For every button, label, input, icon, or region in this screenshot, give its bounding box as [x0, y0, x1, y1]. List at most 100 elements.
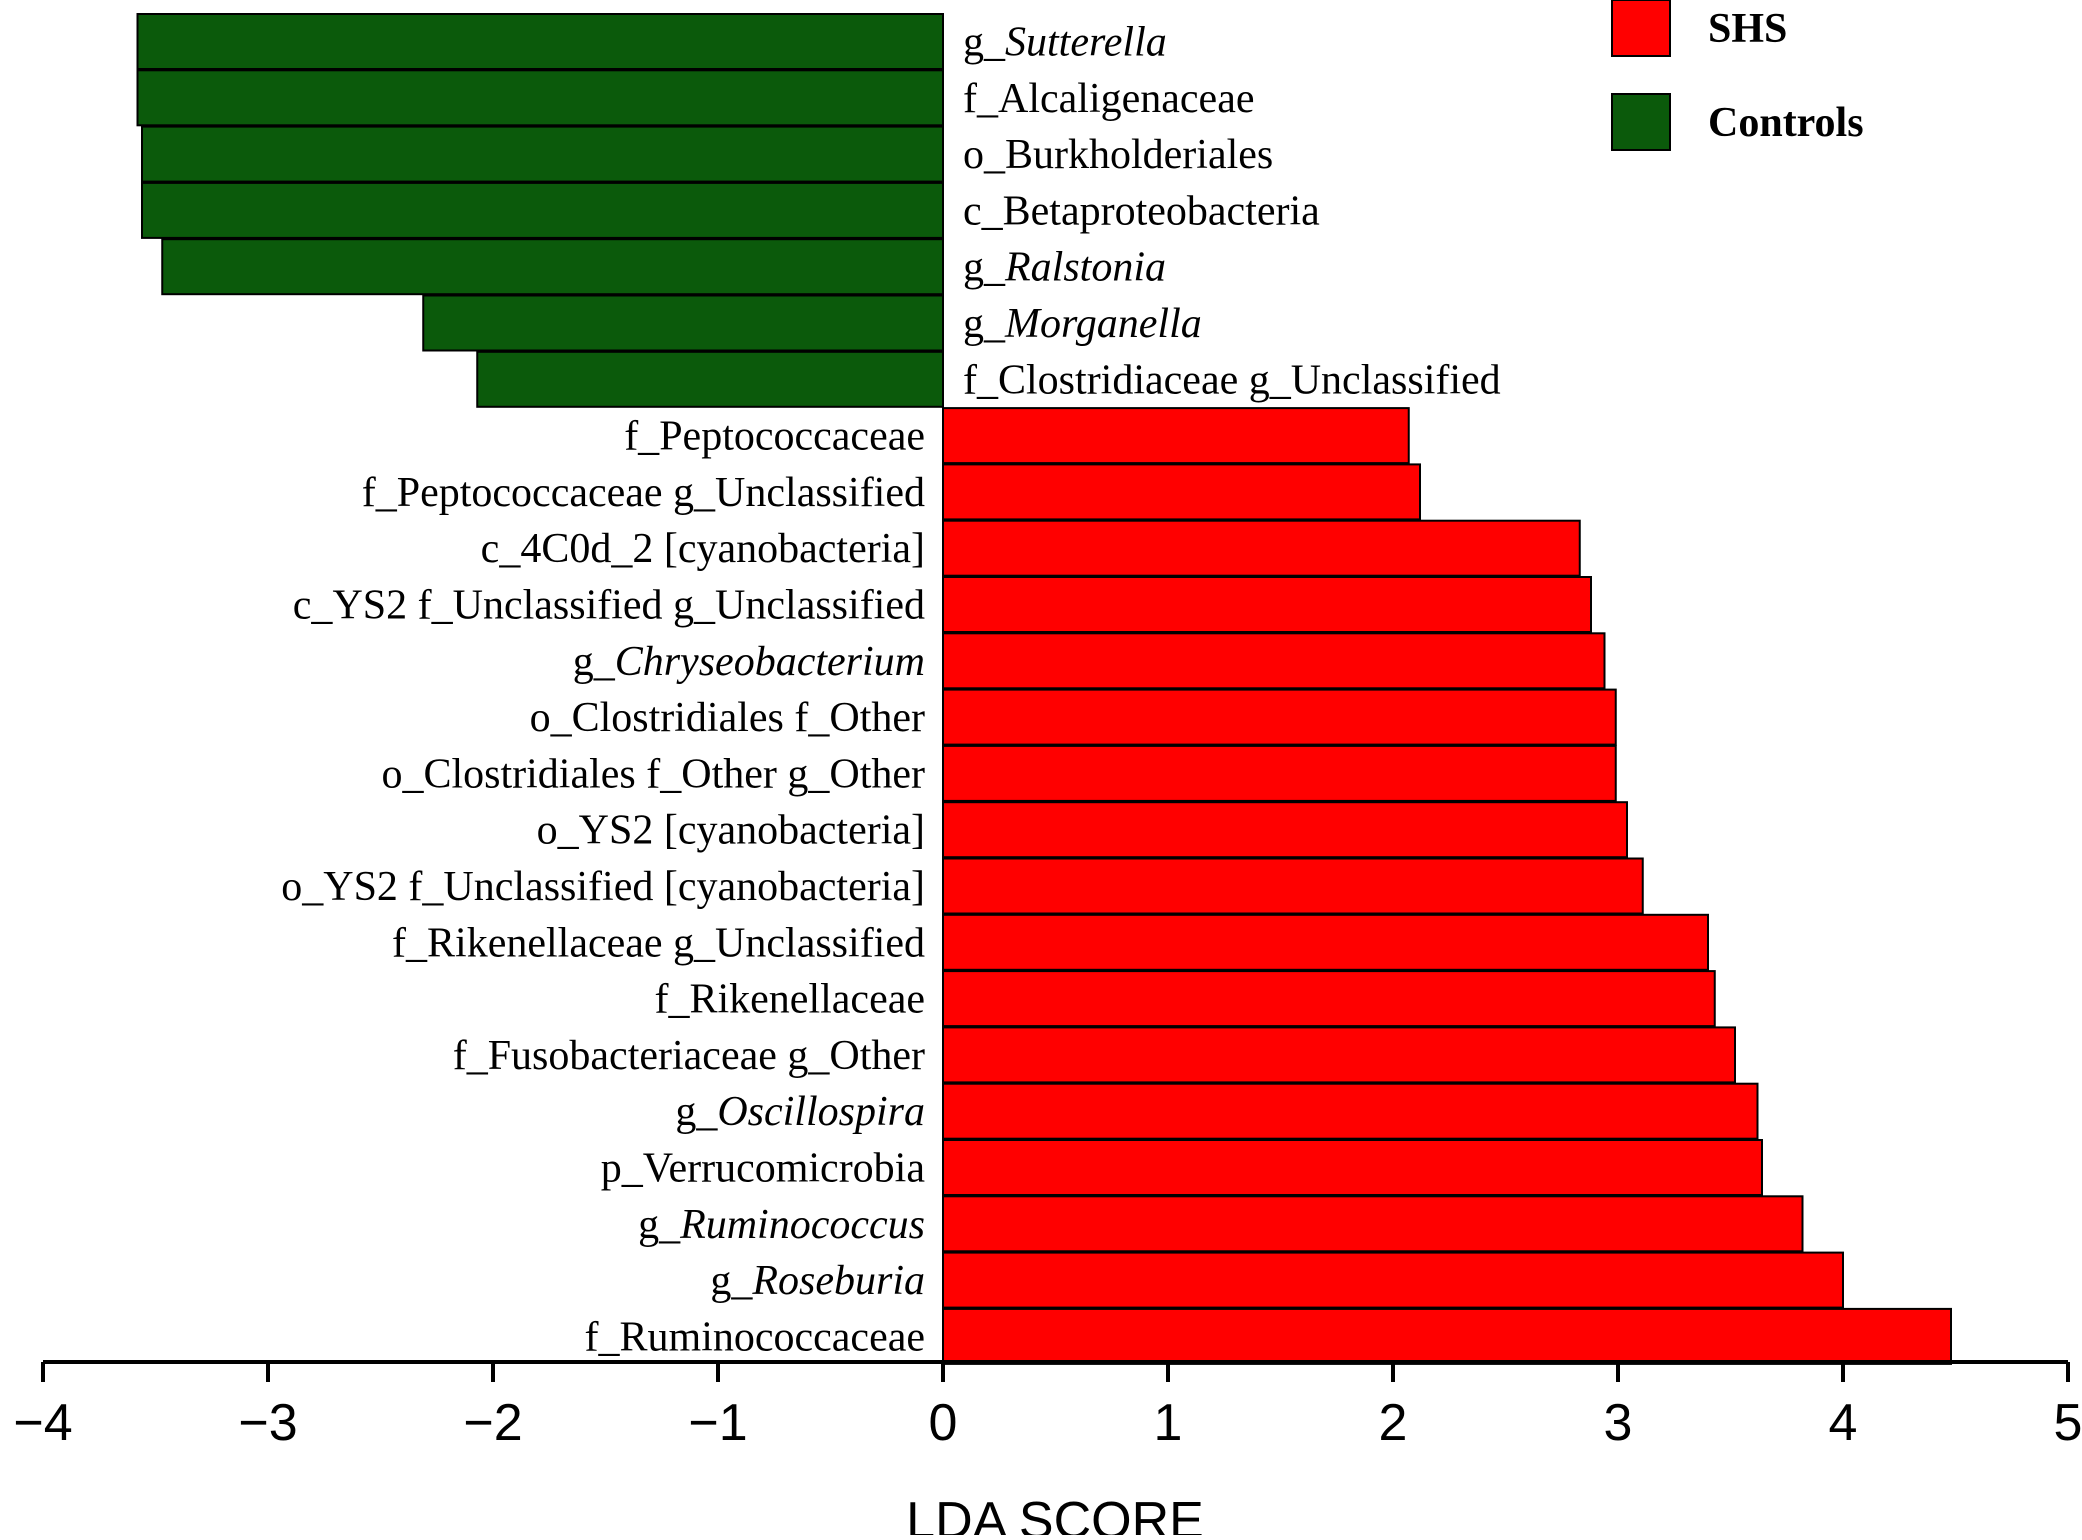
bar-shs-12 — [942, 688, 1617, 746]
bar-label-prefix: f_ — [963, 76, 999, 122]
bar-shs-22 — [942, 1251, 1844, 1309]
bar-shs-19 — [942, 1082, 1759, 1140]
bar-label-name: YS2 f_Unclassified g_Unclassified — [332, 583, 925, 629]
bar-label-prefix: o_ — [963, 132, 1006, 178]
bar-label-15: o_YS2 f_Unclassified [cyanobacteria] — [281, 864, 925, 910]
bar-shs-21 — [942, 1195, 1804, 1253]
bar-label-prefix: g_ — [963, 245, 1006, 291]
bar-label-name: YS2 [cyanobacteria] — [579, 808, 925, 854]
bar-label-prefix: f_ — [362, 470, 398, 516]
bar-controls-3 — [141, 181, 944, 239]
bar-label-prefix: f_ — [585, 1314, 621, 1360]
bar-label-name: Peptococcaceae — [659, 414, 925, 460]
bar-label-prefix: f_ — [963, 357, 999, 403]
bar-label-12: o_Clostridiales f_Other — [530, 695, 925, 741]
x-tick-label: 5 — [2054, 1394, 2082, 1452]
bar-shs-14 — [942, 801, 1628, 859]
x-tick-label: 1 — [1154, 1394, 1183, 1452]
bar-label-7: f_Peptococcaceae — [624, 414, 925, 460]
bar-label-22: g_Roseburia — [710, 1258, 925, 1304]
bar-controls-2 — [141, 125, 944, 183]
x-tick-label: −1 — [688, 1394, 747, 1452]
bar-label-14: o_YS2 [cyanobacteria] — [537, 808, 925, 854]
bar-label-19: g_Oscillospira — [675, 1089, 925, 1135]
bar-label-prefix: g_ — [573, 639, 616, 685]
bar-label-prefix: g_ — [638, 1202, 681, 1248]
bar-label-prefix: o_ — [530, 695, 573, 741]
bar-label-name: Ruminococcus — [679, 1202, 925, 1248]
bar-label-name: YS2 f_Unclassified [cyanobacteria] — [323, 864, 925, 910]
bar-shs-13 — [942, 744, 1617, 802]
bar-label-9: c_4C0d_2 [cyanobacteria] — [481, 526, 925, 572]
bar-label-name: Rikenellaceae g_Unclassified — [427, 920, 925, 966]
bar-shs-20 — [942, 1139, 1763, 1196]
bar-shs-23 — [942, 1307, 1952, 1365]
bar-label-0: g_Sutterella — [963, 20, 1167, 66]
bar-label-name: Ralstonia — [1004, 245, 1166, 291]
bar-controls-1 — [136, 69, 944, 127]
bar-label-name: Clostridiaceae g_Unclassified — [998, 357, 1501, 403]
x-tick-label: 3 — [1604, 1394, 1633, 1452]
bar-label-18: f_Fusobacteriaceae g_Other — [453, 1033, 925, 1079]
bar-controls-5 — [422, 294, 944, 352]
x-axis-title: LDA SCORE — [906, 1492, 1204, 1535]
x-tick-label: −2 — [463, 1394, 522, 1452]
bar-label-name: Oscillospira — [717, 1089, 925, 1135]
bar-controls-6 — [476, 350, 944, 408]
bar-label-prefix: c_ — [481, 526, 522, 572]
bar-label-name: Verrucomicrobia — [643, 1146, 926, 1192]
bar-controls-4 — [161, 238, 944, 296]
bar-controls-0 — [136, 13, 944, 70]
bar-label-10: c_YS2 f_Unclassified g_Unclassified — [293, 583, 925, 629]
bar-shs-17 — [942, 970, 1716, 1028]
bar-label-name: Alcaligenaceae — [998, 76, 1254, 122]
x-tick-label: 2 — [1379, 1394, 1408, 1452]
x-tick-label: −4 — [13, 1394, 72, 1452]
bar-shs-16 — [942, 913, 1709, 971]
bar-label-name: Roseburia — [751, 1258, 925, 1304]
bar-label-1: f_Alcaligenaceae — [963, 76, 1254, 122]
bar-labels-layer: g_Sutterellaf_Alcaligenaceaeo_Burkholder… — [281, 20, 1500, 1361]
bar-label-prefix: f_ — [624, 414, 660, 460]
bar-label-17: f_Rikenellaceae — [654, 977, 925, 1023]
bar-label-23: f_Ruminococcaceae — [585, 1314, 925, 1360]
bars-layer — [136, 13, 1952, 1365]
bar-label-prefix: p_ — [601, 1146, 644, 1192]
bar-label-name: Clostridiales f_Other — [572, 695, 925, 741]
bar-label-name: Chryseobacterium — [615, 639, 925, 685]
bar-label-prefix: f_ — [453, 1033, 489, 1079]
bar-label-name: 4C0d_2 [cyanobacteria] — [520, 526, 925, 572]
x-tick-label: −3 — [238, 1394, 297, 1452]
bar-label-name: Ruminococcaceae — [620, 1314, 925, 1360]
bar-label-name: Burkholderiales — [1005, 132, 1273, 178]
bar-label-prefix: c_ — [963, 188, 1004, 234]
legend: SHS Controls — [1611, 0, 1864, 151]
x-tick-label: 0 — [929, 1394, 958, 1452]
legend-swatch-controls — [1611, 93, 1671, 151]
legend-label-controls: Controls — [1708, 100, 1864, 146]
bar-label-5: g_Morganella — [963, 301, 1202, 347]
bar-label-prefix: f_ — [392, 920, 428, 966]
bar-label-prefix: g_ — [675, 1089, 718, 1135]
x-tick-label: 4 — [1829, 1394, 1858, 1452]
bar-label-11: g_Chryseobacterium — [573, 639, 925, 685]
bar-label-prefix: g_ — [963, 20, 1006, 66]
bar-label-name: Morganella — [1004, 301, 1202, 347]
bar-label-prefix: g_ — [963, 301, 1006, 347]
bar-shs-15 — [942, 857, 1644, 915]
bar-label-name: Fusobacteriaceae g_Other — [488, 1033, 925, 1079]
bar-label-8: f_Peptococcaceae g_Unclassified — [362, 470, 925, 516]
x-axis: −4 −3 −2 −1 0 1 2 3 4 5 — [13, 14, 2082, 1452]
bar-label-6: f_Clostridiaceae g_Unclassified — [963, 357, 1501, 403]
bar-label-4: g_Ralstonia — [963, 245, 1166, 291]
bar-label-name: Clostridiales f_Other g_Other — [423, 751, 925, 797]
bar-label-name: Sutterella — [1005, 20, 1167, 66]
legend-label-shs: SHS — [1708, 6, 1787, 52]
bar-label-prefix: f_ — [654, 977, 690, 1023]
bar-shs-10 — [942, 576, 1592, 633]
bar-shs-18 — [942, 1026, 1736, 1084]
bar-label-prefix: o_ — [281, 864, 324, 910]
bar-label-prefix: o_ — [537, 808, 580, 854]
